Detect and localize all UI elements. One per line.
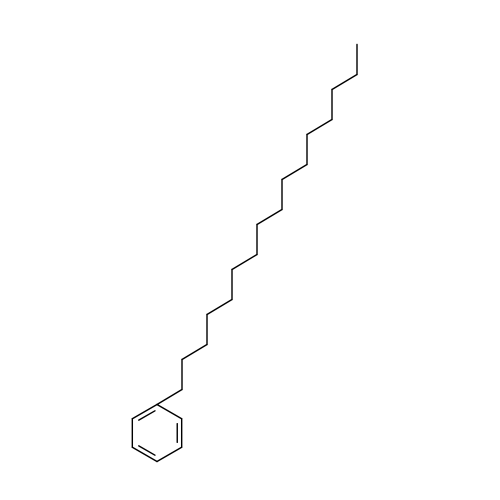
ring-bond (156, 446, 183, 463)
chain-bond (256, 208, 283, 226)
chain-bond (156, 388, 183, 406)
bond-group (131, 43, 358, 463)
ring-double-bond (138, 445, 156, 456)
chain-bond (281, 163, 308, 181)
chain-bond (231, 253, 258, 271)
chain-bond (331, 73, 358, 91)
ring-bond (156, 403, 183, 420)
chain-bond (181, 343, 208, 361)
ring-double-bond (138, 410, 156, 421)
ring-bond (131, 403, 158, 420)
chain-bond (306, 118, 333, 136)
ring-bond (131, 446, 158, 463)
chain-bond (206, 298, 233, 316)
